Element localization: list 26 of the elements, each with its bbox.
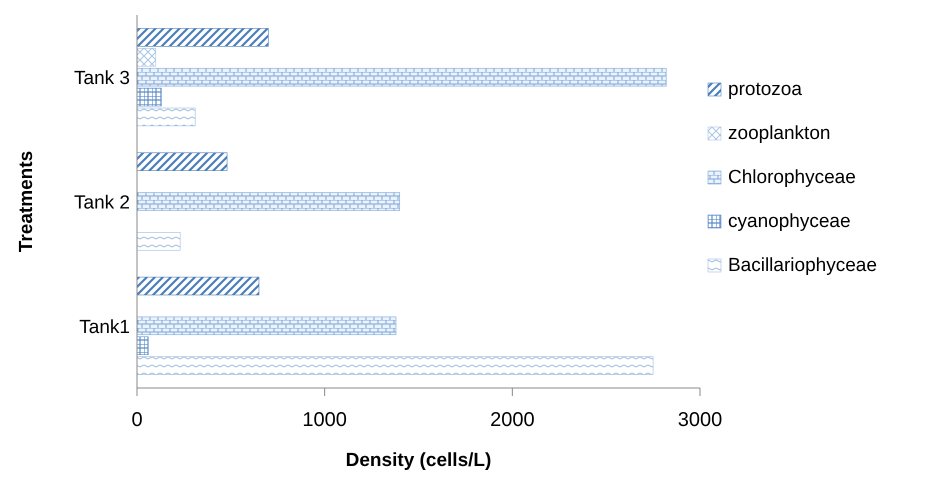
y-tick-label: Tank1 — [79, 316, 130, 338]
bar — [136, 88, 162, 106]
x-axis-title: Density (cells/L) — [346, 450, 492, 471]
legend-label: Bacillariophyceae — [728, 255, 877, 276]
y-tick-label: Tank 3 — [74, 68, 130, 90]
bar — [136, 152, 228, 171]
bar — [136, 68, 667, 86]
legend-label: Chlorophyceae — [728, 167, 856, 188]
bar — [136, 276, 260, 296]
legend-label: zooplankton — [728, 123, 830, 144]
bar — [136, 356, 654, 375]
y-tick-label: Tank 2 — [74, 192, 130, 214]
legend-label: cyanophyceae — [728, 211, 851, 232]
bar — [136, 192, 400, 211]
bar — [136, 48, 156, 67]
x-tick-label: 1000 — [302, 409, 347, 431]
bar — [136, 28, 269, 47]
x-tick-label: 0 — [131, 409, 143, 431]
x-tick-label: 3000 — [678, 409, 722, 431]
legend-label: protozoa — [728, 79, 802, 100]
y-axis-title: Treatments — [16, 150, 37, 252]
bar — [136, 232, 180, 251]
bar — [136, 316, 396, 336]
bar — [136, 336, 149, 355]
x-tick-label: 2000 — [490, 409, 535, 431]
bar — [136, 108, 196, 126]
